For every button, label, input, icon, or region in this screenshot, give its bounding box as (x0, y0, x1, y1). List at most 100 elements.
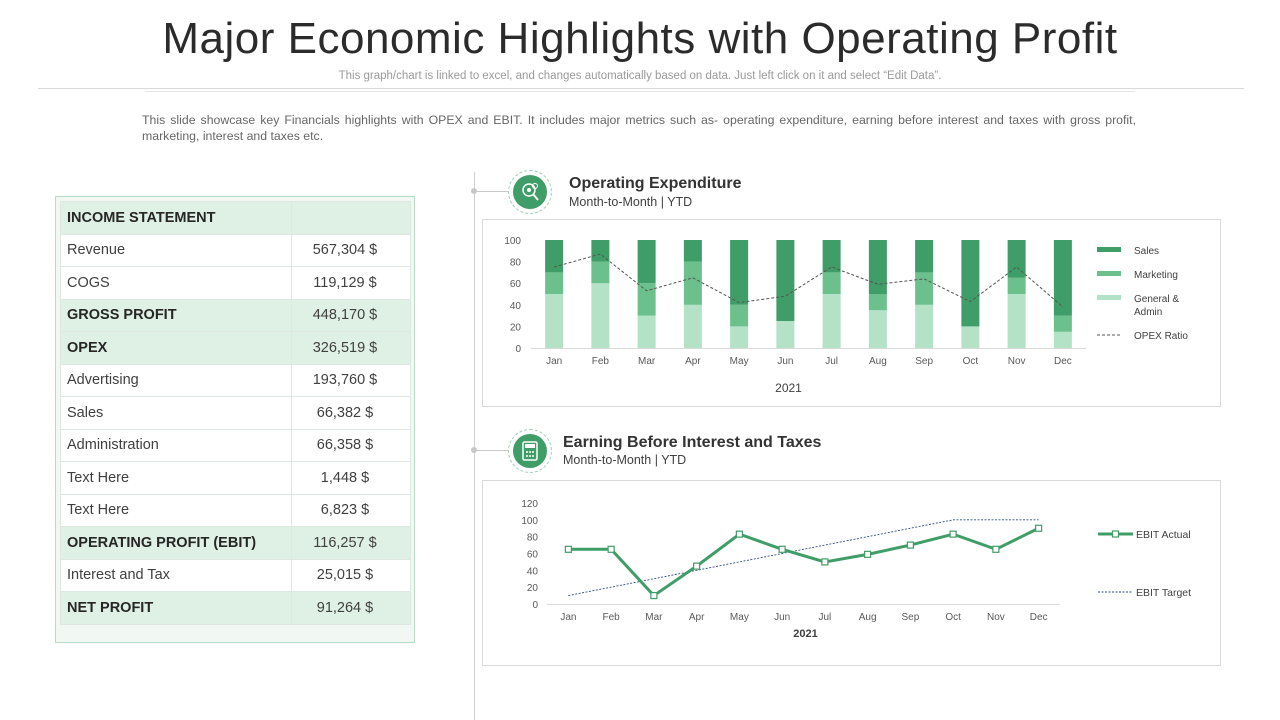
calculator-money-icon (513, 434, 547, 468)
table-row: Sales 66,382 $ (60, 396, 411, 430)
ebit-actual-point (564, 545, 572, 553)
income-table-grid: INCOME STATEMENT Revenue 567,304 $ COGS 119,… (60, 201, 411, 625)
legend-label: Admin (1134, 307, 1162, 318)
opex-section-subtitle: Month-to-Month | YTD (569, 195, 693, 209)
y-tick-label: 40 (510, 301, 522, 312)
bar-segment-general-admin (776, 321, 795, 348)
bar-segment-marketing (683, 261, 702, 305)
x-tick-label: Feb (592, 356, 610, 367)
table-row: Text Here 6,823 $ (60, 493, 411, 527)
row-value: 567,304 $ (291, 233, 411, 267)
row-label: NET PROFIT (60, 591, 292, 625)
ebit-actual-point (693, 562, 701, 570)
y-tick-label: 40 (527, 566, 539, 577)
bar-segment-marketing (915, 272, 934, 305)
ebit-actual-point (778, 545, 786, 553)
ebit-chart-panel[interactable]: 0 20 40 60 80 100 120 Jan Feb Mar Apr May Jun Jul Aug S… (482, 480, 1221, 666)
table-row: OPERATING PROFIT (EBIT) 116,257 $ (60, 526, 411, 560)
x-tick-label: Aug (869, 356, 887, 367)
x-tick-label: Dec (1054, 356, 1072, 367)
ebit-line-chart[interactable]: 0 20 40 60 80 100 120 Jan Feb Mar Apr May Jun Jul Aug S… (483, 481, 1220, 665)
x-axis-label: 2021 (793, 628, 817, 640)
x-tick-label: May (730, 356, 749, 367)
ebit-actual-point (650, 591, 658, 600)
x-tick-label: Jan (546, 356, 562, 367)
note-divider (145, 91, 1135, 92)
bar-segment-sales (545, 240, 564, 273)
timeline-connector (474, 450, 508, 451)
x-tick-label: Jun (777, 356, 793, 367)
bar-segment-sales (822, 240, 841, 273)
row-value: 66,382 $ (291, 396, 411, 430)
legend-label: EBIT Target (1136, 587, 1191, 599)
bar-segment-sales (776, 240, 795, 321)
row-label: Interest and Tax (60, 558, 292, 592)
ebit-actual-point (821, 558, 829, 566)
x-tick-label: Feb (603, 612, 621, 623)
excel-link-note: This graph/chart is linked to excel, and… (338, 70, 942, 82)
y-tick-label: 100 (521, 516, 538, 527)
table-row: NET PROFIT 91,264 $ (60, 591, 411, 625)
ebit-actual-point (1035, 524, 1043, 532)
bar-segment-marketing (730, 304, 749, 327)
bar-segment-general-admin (961, 326, 980, 348)
bar-segment-general-admin (1053, 331, 1072, 348)
row-value: 1,448 $ (291, 461, 411, 495)
x-tick-label: Nov (1008, 356, 1026, 367)
table-row: Text Here 1,448 $ (60, 461, 411, 495)
opex-chart-panel[interactable]: 0 20 40 60 80 100 Jan Feb Mar Apr May Jun Jul Aug Sep O… (482, 219, 1221, 407)
table-row: Revenue 567,304 $ (60, 233, 411, 267)
bar-segment-sales (1053, 240, 1072, 316)
opex-icon-ring (508, 170, 552, 214)
y-tick-label: 20 (510, 322, 522, 333)
bar-segment-general-admin (637, 315, 656, 348)
opex-stacked-bar-chart[interactable]: 0 20 40 60 80 100 Jan Feb Mar Apr May Jun Jul Aug Sep O… (483, 220, 1220, 406)
table-row: OPEX 326,519 $ (60, 331, 411, 365)
row-value: 116,257 $ (291, 526, 411, 560)
y-tick-label: 80 (527, 533, 539, 544)
bar-segment-general-admin (545, 294, 564, 348)
bar-segment-sales (637, 240, 656, 284)
title-divider (38, 88, 1244, 89)
row-value: 326,519 $ (291, 331, 411, 365)
x-tick-label: Nov (987, 612, 1005, 623)
page-title: Major Economic Highlights with Operating… (162, 14, 1118, 63)
legend-label: Sales (1134, 246, 1159, 257)
x-tick-label: Mar (645, 612, 663, 623)
bar-segment-general-admin (1007, 294, 1026, 348)
ebit-section-subtitle: Month-to-Month | YTD (563, 453, 687, 467)
bar-segment-marketing (868, 294, 887, 311)
ebit-actual-point (864, 550, 872, 558)
bar-segment-sales (730, 240, 749, 305)
table-row: Administration 66,358 $ (60, 428, 411, 462)
row-label: Advertising (60, 363, 292, 397)
legend-label: OPEX Ratio (1134, 331, 1188, 342)
table-row: Advertising 193,760 $ (60, 363, 411, 397)
ebit-actual-line (568, 526, 1040, 598)
table-row: Interest and Tax 25,015 $ (60, 558, 411, 592)
bar-segment-marketing (822, 272, 841, 294)
x-tick-label: Mar (638, 356, 656, 367)
bar-segment-general-admin (868, 310, 887, 348)
bar-segment-general-admin (730, 326, 749, 348)
bar-segment-marketing (1007, 277, 1026, 294)
x-axis-label: 2021 (775, 381, 802, 395)
row-label: Text Here (60, 461, 292, 495)
bar-segment-marketing (591, 261, 610, 284)
table-row: COGS 119,129 $ (60, 266, 411, 300)
row-label: Administration (60, 428, 292, 462)
bar-segment-sales (591, 240, 610, 262)
x-tick-label: Apr (685, 356, 701, 367)
x-tick-label: Jun (774, 612, 790, 623)
x-tick-label: Sep (901, 612, 919, 623)
row-value: 193,760 $ (291, 363, 411, 397)
legend-label: Marketing (1134, 270, 1178, 281)
row-value: 448,170 $ (291, 298, 411, 332)
ebit-actual-point (949, 530, 957, 538)
opex-section-title: Operating Expenditure (569, 175, 742, 192)
row-label: OPEX (60, 331, 292, 365)
ebit-target-line (568, 519, 1039, 597)
row-value: 119,129 $ (291, 266, 411, 300)
y-tick-label: 20 (527, 583, 539, 594)
x-tick-label: Aug (859, 612, 877, 623)
